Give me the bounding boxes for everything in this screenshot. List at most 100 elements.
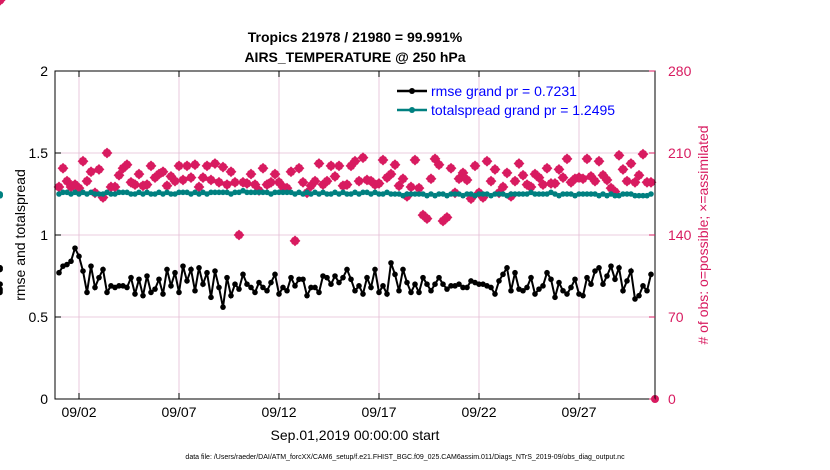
rmse-point [0,287,3,294]
rmse-point [0,281,3,287]
ticks: 09/02 09/07 09/12 09/17 09/22 09/27 0 0.5 1 1.5 2 0… [29,63,692,420]
rmse-point [332,273,338,279]
totalspread-point [408,191,414,197]
obs-assimilated-marker [0,0,6,6]
obs-assimilated-marker [549,178,561,189]
rmse-point [272,271,278,278]
obs-assimilated-marker [557,172,569,184]
y-tick-label-right: 280 [668,63,692,79]
x-tick-label: 09/17 [361,404,396,420]
totalspread-point [176,189,182,196]
rmse-point [492,291,498,297]
rmse-point [192,287,198,294]
obs-assimilated-marker [413,182,425,194]
rmse-point [336,279,342,286]
obs-assimilated-marker [593,155,605,167]
totalspread-point [216,189,222,196]
rmse-point [504,265,510,271]
rmse-point [548,276,554,283]
obs-assimilated-marker [249,179,261,191]
obs-assimilated-marker [409,154,421,166]
obs-assimilated-marker [489,163,501,175]
totalspread-point [280,189,286,196]
x-tick-label: 09/07 [161,404,196,420]
rmse-point [464,284,470,291]
rmse-point [156,276,162,283]
obs-assimilated-marker [245,168,257,180]
obs-assimilated-marker [173,160,185,172]
x-tick-label: 09/22 [461,404,496,420]
obs-assimilated-marker [121,159,133,171]
rmse-point [188,266,194,273]
rmse-point [148,289,154,296]
rmse-point [328,281,334,288]
totalspread-point [584,191,590,197]
legend-label-rmse: rmse grand pr = 0.7231 [431,83,577,99]
rmse-point [416,289,422,296]
rmse-point [404,279,410,286]
totalspread-point [536,191,542,197]
rmse-point [540,283,546,289]
totalspread-point [512,191,518,197]
totalspread-point [120,189,126,196]
obs-assimilated-marker [205,174,217,186]
obs-assimilated-marker [201,160,213,172]
totalspread-point [640,192,646,199]
grid [55,71,655,399]
rmse-point [284,287,290,294]
rmse-point [460,284,466,291]
obs-assimilated-marker [589,175,601,187]
obs-assimilated-marker [461,174,473,186]
rmse-point [556,279,562,286]
obs-assimilated-marker [553,163,565,175]
obs-assimilated-marker [513,158,525,169]
totalspread-point [60,189,66,196]
obs-assimilated-marker [129,179,141,191]
totalspread-point [148,191,154,197]
rmse-point [632,296,638,302]
rmse-point [224,274,230,281]
rmse-point [72,245,78,251]
rmse-point [292,283,298,289]
rmse-point [0,266,3,273]
rmse-point [116,283,122,289]
totalspread-point [476,191,482,197]
obs-assimilated-marker [225,166,237,178]
obs-assimilated-marker [241,178,253,189]
obs-assimilated-marker [645,176,657,188]
rmse-point [316,289,322,296]
obs-assimilated-marker [193,181,205,193]
rmse-point [84,289,90,296]
rmse-point [420,274,426,281]
rmse-point [352,287,358,294]
rmse-point [432,281,438,288]
obs-assimilated-marker [329,171,341,182]
totalspread-point [284,189,290,196]
obs-assimilated-marker [293,162,305,174]
obs-assimilated-marker [433,159,445,171]
totalspread-point [464,191,470,197]
rmse-point [260,284,266,291]
totalspread-point [588,191,594,197]
totalspread-point [632,192,638,199]
rmse-point [180,263,186,269]
totalspread-point [344,191,350,197]
rmse-point [600,281,606,288]
rmse-point [512,269,518,276]
obs-assimilated-marker [497,181,509,193]
rmse-point [280,284,286,291]
y-tick-label-right: 0 [668,391,676,407]
y-tick-label-right: 140 [668,227,692,243]
rmse-point [488,284,494,291]
obs-assimilated-marker [441,212,453,223]
obs-assimilated-marker [133,168,145,180]
obs-assimilated-marker [537,179,549,191]
rmse-point [508,287,514,294]
totalspread-point [452,191,458,197]
obs-assimilated-marker [617,163,629,175]
rmse-point [596,265,602,271]
rmse-point [168,283,174,289]
rmse-point [620,287,626,294]
obs-assimilated-marker [57,162,69,174]
rmse-point [92,284,98,291]
